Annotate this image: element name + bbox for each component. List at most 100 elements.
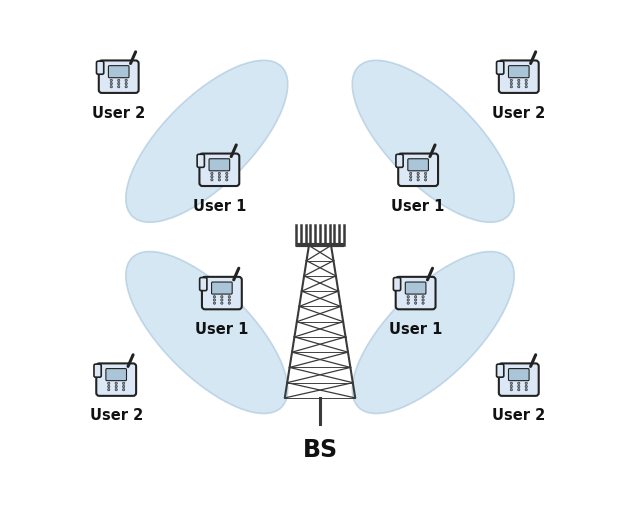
Circle shape: [213, 302, 216, 305]
FancyBboxPatch shape: [398, 154, 438, 187]
Circle shape: [108, 382, 110, 385]
Text: User 2: User 2: [90, 408, 143, 423]
FancyBboxPatch shape: [499, 61, 539, 94]
Text: User 2: User 2: [92, 106, 145, 120]
Circle shape: [125, 80, 127, 82]
FancyBboxPatch shape: [94, 365, 101, 377]
Circle shape: [115, 389, 117, 391]
Circle shape: [422, 296, 424, 298]
Circle shape: [518, 80, 520, 82]
Circle shape: [228, 302, 230, 305]
FancyBboxPatch shape: [394, 278, 401, 291]
Circle shape: [115, 386, 117, 388]
Circle shape: [415, 296, 417, 298]
Circle shape: [226, 173, 228, 175]
Circle shape: [525, 86, 527, 89]
Text: User 1: User 1: [392, 198, 445, 213]
Circle shape: [510, 80, 513, 82]
Circle shape: [226, 176, 228, 178]
Circle shape: [417, 173, 419, 175]
Circle shape: [125, 83, 127, 85]
Circle shape: [118, 83, 120, 85]
Circle shape: [422, 302, 424, 305]
Circle shape: [417, 176, 419, 178]
Circle shape: [218, 179, 221, 182]
Circle shape: [213, 296, 216, 298]
Circle shape: [410, 179, 412, 182]
FancyBboxPatch shape: [408, 160, 428, 172]
Circle shape: [211, 176, 213, 178]
Circle shape: [510, 382, 513, 385]
Circle shape: [424, 176, 427, 178]
Text: User 1: User 1: [193, 198, 246, 213]
FancyBboxPatch shape: [508, 369, 529, 381]
FancyBboxPatch shape: [96, 364, 136, 396]
Circle shape: [221, 296, 223, 298]
Circle shape: [415, 302, 417, 305]
Circle shape: [518, 83, 520, 85]
Circle shape: [518, 389, 520, 391]
FancyBboxPatch shape: [202, 277, 242, 310]
Circle shape: [525, 382, 527, 385]
Circle shape: [118, 86, 120, 89]
Circle shape: [410, 176, 412, 178]
FancyBboxPatch shape: [106, 369, 127, 381]
FancyBboxPatch shape: [209, 160, 230, 172]
Circle shape: [211, 179, 213, 182]
Circle shape: [407, 299, 410, 301]
Circle shape: [510, 389, 513, 391]
Circle shape: [218, 173, 221, 175]
Circle shape: [424, 179, 427, 182]
Circle shape: [221, 302, 223, 305]
Ellipse shape: [352, 252, 514, 414]
FancyBboxPatch shape: [99, 61, 139, 94]
Circle shape: [510, 83, 513, 85]
Circle shape: [213, 299, 216, 301]
FancyBboxPatch shape: [97, 62, 104, 75]
FancyBboxPatch shape: [396, 277, 436, 310]
Circle shape: [118, 80, 120, 82]
FancyBboxPatch shape: [497, 365, 504, 377]
Circle shape: [218, 176, 221, 178]
Circle shape: [422, 299, 424, 301]
Circle shape: [110, 83, 113, 85]
FancyBboxPatch shape: [405, 282, 426, 294]
Circle shape: [525, 83, 527, 85]
Text: User 2: User 2: [492, 106, 545, 120]
Circle shape: [510, 86, 513, 89]
Circle shape: [108, 389, 110, 391]
Text: User 1: User 1: [389, 321, 442, 336]
Circle shape: [110, 86, 113, 89]
Circle shape: [122, 386, 125, 388]
Text: User 1: User 1: [195, 321, 248, 336]
Circle shape: [424, 173, 427, 175]
Circle shape: [226, 179, 228, 182]
Circle shape: [525, 80, 527, 82]
Ellipse shape: [126, 252, 288, 414]
FancyBboxPatch shape: [200, 278, 207, 291]
Circle shape: [518, 86, 520, 89]
Circle shape: [407, 302, 410, 305]
FancyBboxPatch shape: [200, 154, 239, 187]
Circle shape: [518, 386, 520, 388]
Circle shape: [115, 382, 117, 385]
FancyBboxPatch shape: [108, 67, 129, 79]
Text: BS: BS: [303, 437, 337, 461]
Ellipse shape: [126, 61, 288, 223]
Circle shape: [510, 386, 513, 388]
Circle shape: [221, 299, 223, 301]
Circle shape: [407, 296, 410, 298]
Circle shape: [525, 389, 527, 391]
FancyBboxPatch shape: [212, 282, 232, 294]
Circle shape: [417, 179, 419, 182]
Text: User 2: User 2: [492, 408, 545, 423]
Circle shape: [108, 386, 110, 388]
Circle shape: [122, 382, 125, 385]
Circle shape: [125, 86, 127, 89]
Circle shape: [211, 173, 213, 175]
FancyBboxPatch shape: [508, 67, 529, 79]
Circle shape: [415, 299, 417, 301]
Circle shape: [228, 299, 230, 301]
Circle shape: [410, 173, 412, 175]
Circle shape: [122, 389, 125, 391]
